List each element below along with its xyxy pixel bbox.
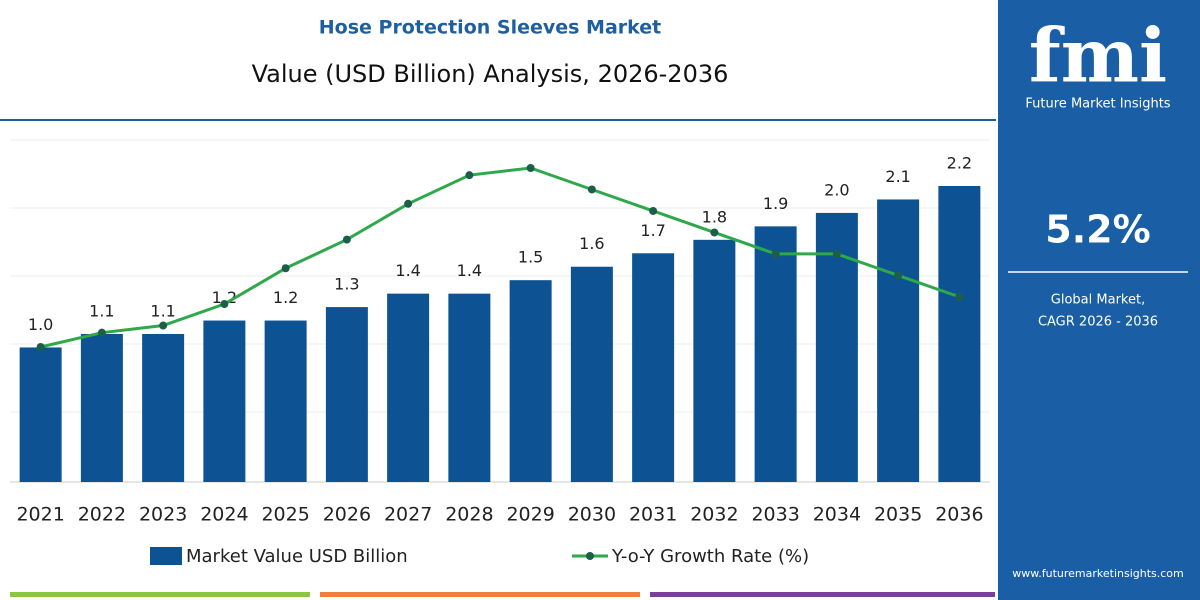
logo: fmi bbox=[1029, 14, 1167, 100]
legend-label: Market Value USD Billion bbox=[186, 546, 408, 567]
legend-swatch bbox=[150, 547, 182, 565]
value-label: 1.4 bbox=[457, 261, 482, 280]
sidebar bbox=[998, 0, 1200, 600]
cagr-caption: CAGR 2026 - 2036 bbox=[1038, 315, 1158, 330]
value-label: 1.5 bbox=[518, 248, 543, 267]
x-tick-label: 2024 bbox=[200, 504, 248, 526]
cagr-caption: Global Market, bbox=[1051, 293, 1145, 308]
x-tick-label: 2028 bbox=[445, 504, 493, 526]
bar bbox=[448, 293, 491, 482]
value-label: 1.3 bbox=[334, 275, 359, 294]
x-tick-label: 2031 bbox=[629, 504, 677, 526]
url: www.futuremarketinsights.com bbox=[1012, 567, 1184, 580]
value-label: 1.4 bbox=[395, 261, 420, 280]
stripe bbox=[320, 592, 640, 597]
value-label: 2.0 bbox=[824, 180, 849, 199]
x-tick-label: 2030 bbox=[568, 504, 616, 526]
bar bbox=[203, 320, 246, 482]
growth-point bbox=[281, 264, 290, 273]
bar bbox=[632, 253, 675, 482]
x-tick-label: 2025 bbox=[261, 504, 309, 526]
growth-point bbox=[465, 171, 474, 180]
value-label: 2.2 bbox=[947, 154, 972, 173]
growth-point bbox=[894, 271, 903, 280]
x-tick-label: 2022 bbox=[78, 504, 126, 526]
x-tick-label: 2021 bbox=[16, 504, 64, 526]
value-label: 1.9 bbox=[763, 194, 788, 213]
bar bbox=[387, 293, 430, 482]
x-tick-label: 2036 bbox=[935, 504, 983, 526]
bar bbox=[570, 266, 613, 482]
x-tick-label: 2023 bbox=[139, 504, 187, 526]
legend-swatch bbox=[586, 552, 594, 560]
bar bbox=[80, 334, 123, 482]
growth-point bbox=[710, 228, 719, 237]
growth-point bbox=[342, 235, 351, 244]
growth-point bbox=[526, 164, 535, 172]
bar bbox=[877, 199, 920, 483]
bar bbox=[325, 307, 368, 482]
bar bbox=[19, 347, 62, 482]
value-label: 1.1 bbox=[89, 302, 114, 321]
growth-point bbox=[771, 249, 780, 258]
growth-point bbox=[220, 300, 229, 309]
value-label: 2.1 bbox=[885, 167, 910, 186]
x-tick-label: 2032 bbox=[690, 504, 738, 526]
value-label: 1.8 bbox=[702, 207, 727, 226]
x-tick-label: 2035 bbox=[874, 504, 922, 526]
bar bbox=[938, 186, 981, 482]
growth-point bbox=[955, 292, 964, 301]
x-tick-label: 2033 bbox=[751, 504, 799, 526]
growth-point bbox=[649, 206, 658, 215]
brand: Future Market Insights bbox=[1025, 97, 1170, 112]
value-label: 1.2 bbox=[273, 288, 298, 307]
value-label: 1.6 bbox=[579, 234, 604, 253]
value-label: 1.1 bbox=[150, 302, 175, 321]
growth-line bbox=[40, 166, 960, 349]
bar bbox=[754, 226, 797, 482]
x-tick-label: 2029 bbox=[506, 504, 554, 526]
x-tick-label: 2034 bbox=[813, 504, 861, 526]
growth-point bbox=[97, 328, 106, 337]
bar bbox=[142, 334, 185, 482]
stripe bbox=[650, 592, 995, 597]
x-tick-label: 2027 bbox=[384, 504, 432, 526]
legend-label: Y-o-Y Growth Rate (%) bbox=[611, 546, 809, 567]
chart-subtitle: Value (USD Billion) Analysis, 2026-2036 bbox=[252, 60, 729, 88]
growth-point bbox=[36, 343, 45, 351]
growth-point bbox=[404, 199, 413, 208]
stripe bbox=[10, 592, 310, 597]
value-label: 1.0 bbox=[28, 315, 53, 334]
x-tick-label: 2026 bbox=[323, 504, 371, 526]
growth-point bbox=[159, 321, 168, 330]
value-label: 1.2 bbox=[212, 288, 237, 307]
cagr-value: 5.2% bbox=[1045, 208, 1150, 252]
growth-point bbox=[587, 185, 596, 194]
growth-point bbox=[832, 249, 841, 258]
bar bbox=[509, 280, 552, 482]
value-label: 1.7 bbox=[640, 221, 665, 240]
bar bbox=[693, 239, 736, 482]
bar bbox=[264, 320, 307, 482]
chart-title: Hose Protection Sleeves Market bbox=[319, 17, 662, 39]
